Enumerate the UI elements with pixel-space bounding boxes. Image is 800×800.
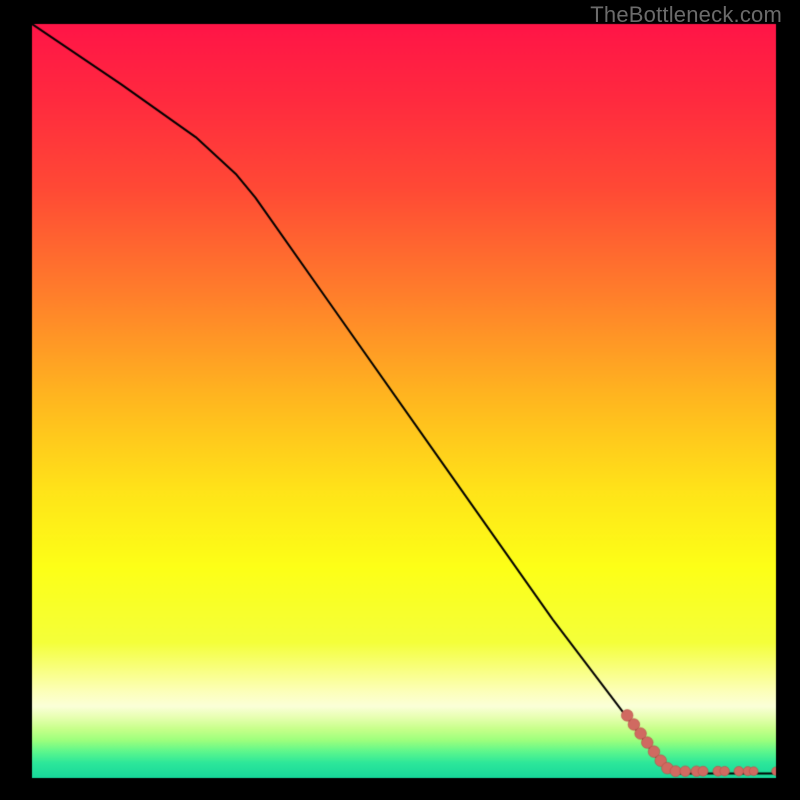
chart-stage: TheBottleneck.com <box>0 0 800 800</box>
watermark-text: TheBottleneck.com <box>590 2 782 28</box>
bottleneck-chart-canvas <box>0 0 800 800</box>
